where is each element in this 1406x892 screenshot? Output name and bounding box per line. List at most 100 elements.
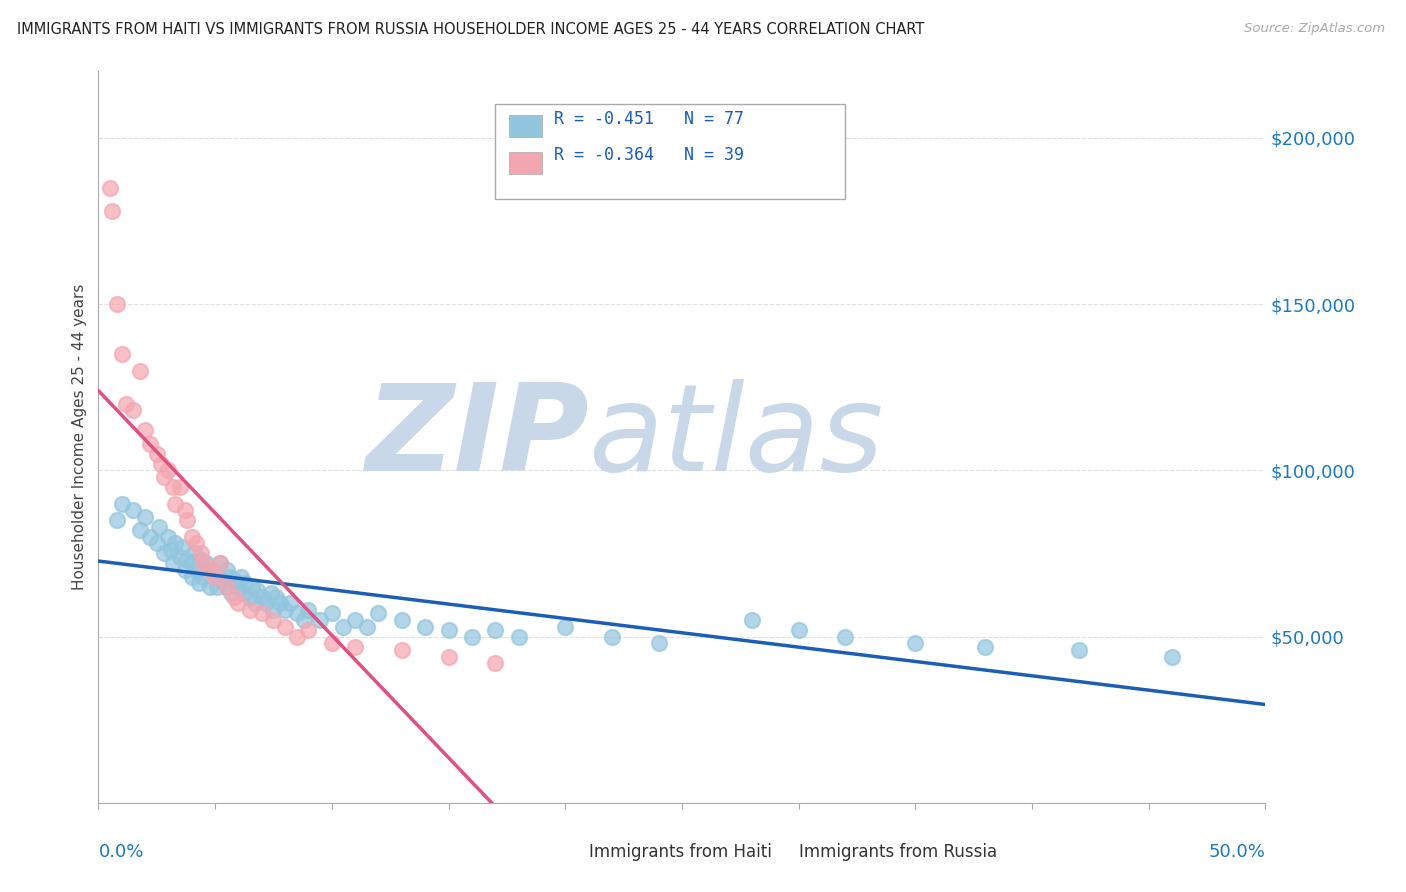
Point [152, 470, 174, 484]
Point [152, 546, 174, 560]
Point [172, 540, 194, 554]
Point [186, 563, 208, 577]
Point [278, 596, 301, 610]
Point [356, 619, 378, 633]
Point [242, 580, 264, 594]
Point [200, 580, 222, 594]
Point [269, 596, 291, 610]
Point [228, 596, 250, 610]
Point [297, 623, 319, 637]
Point [508, 630, 530, 644]
Point [260, 586, 283, 600]
Point [176, 553, 198, 567]
Point [274, 603, 297, 617]
Point [413, 619, 436, 633]
Point [129, 523, 152, 537]
Point [176, 513, 198, 527]
Bar [758, 841, 793, 858]
Y-axis label: Householder Income Ages 25 - 44 years: Householder Income Ages 25 - 44 years [72, 284, 87, 591]
FancyBboxPatch shape [495, 104, 845, 200]
Point [139, 530, 162, 544]
Point [134, 424, 156, 438]
Point [250, 607, 273, 621]
Point [235, 576, 257, 591]
Text: IMMIGRANTS FROM HAITI VS IMMIGRANTS FROM RUSSIA HOUSEHOLDER INCOME AGES 25 - 44 : IMMIGRANTS FROM HAITI VS IMMIGRANTS FROM… [17, 22, 924, 37]
Point [194, 557, 217, 571]
Point [297, 603, 319, 617]
Point [904, 636, 927, 650]
Point [215, 580, 238, 594]
Text: Immigrants from Haiti: Immigrants from Haiti [589, 843, 772, 861]
Point [193, 570, 215, 584]
Point [484, 623, 506, 637]
Point [600, 630, 623, 644]
Point [187, 576, 209, 591]
Point [207, 580, 229, 594]
Point [264, 590, 287, 604]
Point [232, 586, 254, 600]
Point [165, 536, 187, 550]
Point [974, 640, 997, 654]
Point [274, 619, 297, 633]
Point [834, 630, 856, 644]
Point [186, 536, 208, 550]
Point [215, 563, 238, 577]
Point [787, 623, 810, 637]
Point [169, 549, 191, 564]
Point [180, 557, 202, 571]
Point [391, 613, 413, 627]
Point [437, 649, 460, 664]
Point [344, 640, 367, 654]
Point [159, 543, 181, 558]
Text: ZIP: ZIP [364, 378, 589, 496]
Point [250, 590, 273, 604]
Text: R = -0.451   N = 77: R = -0.451 N = 77 [554, 110, 744, 128]
Point [222, 590, 245, 604]
Point [285, 607, 308, 621]
Point [134, 509, 156, 524]
Point [122, 503, 145, 517]
Point [157, 463, 180, 477]
Point [218, 570, 240, 584]
Point [169, 480, 191, 494]
Point [332, 619, 354, 633]
Point [321, 636, 343, 650]
Point [193, 557, 215, 571]
Point [111, 347, 134, 361]
Point [484, 656, 506, 670]
Point [111, 497, 134, 511]
Point [146, 536, 169, 550]
Point [221, 586, 243, 600]
Point [437, 623, 460, 637]
Point [148, 520, 170, 534]
Point [344, 613, 367, 627]
Point [98, 180, 121, 194]
Point [321, 607, 343, 621]
Point [204, 570, 226, 584]
Point [554, 619, 576, 633]
Point [285, 630, 308, 644]
Bar [509, 115, 541, 137]
Point [243, 596, 266, 610]
Point [461, 630, 484, 644]
Point [201, 563, 224, 577]
Text: Immigrants from Russia: Immigrants from Russia [799, 843, 997, 861]
Point [183, 546, 205, 560]
Bar [509, 152, 541, 174]
Point [162, 557, 184, 571]
Point [1161, 649, 1184, 664]
Bar [548, 841, 582, 858]
Point [239, 603, 262, 617]
Point [222, 573, 245, 587]
Point [647, 636, 669, 650]
Point [228, 580, 250, 594]
Point [256, 596, 278, 610]
Point [157, 530, 180, 544]
Point [180, 570, 202, 584]
Point [229, 570, 252, 584]
Text: 50.0%: 50.0% [1209, 843, 1265, 861]
Point [173, 563, 195, 577]
Point [211, 573, 233, 587]
Point [741, 613, 763, 627]
Point [190, 553, 212, 567]
